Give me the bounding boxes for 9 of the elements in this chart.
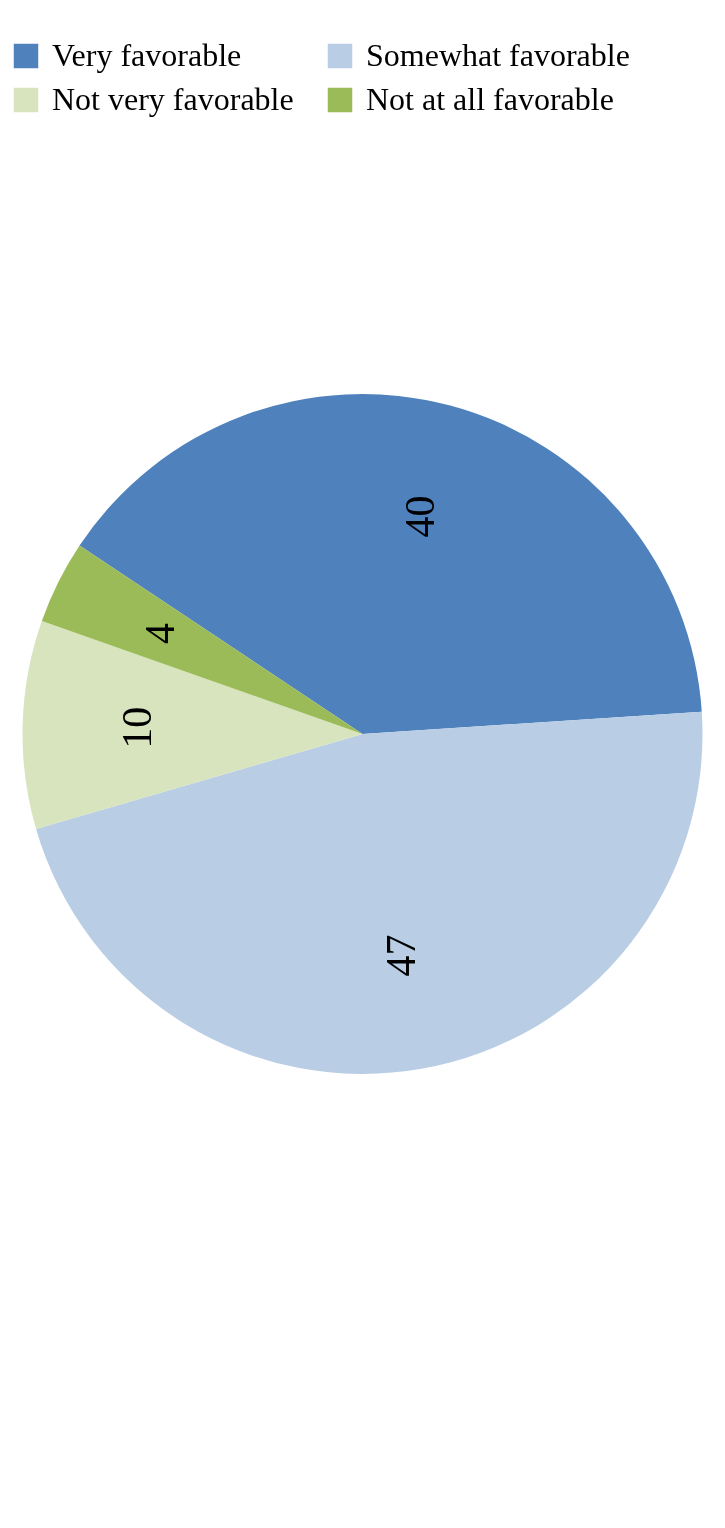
pie-slice [22,621,363,830]
data-label: 4 [137,622,184,644]
data-label: 47 [377,934,424,977]
legend-label: Not very favorable [52,81,294,117]
data-label: 40 [396,495,443,538]
legend-label: Not at all favorable [366,81,614,117]
legend-label: Very favorable [52,37,242,73]
legend-label: Somewhat favorable [366,37,630,73]
data-label: 10 [113,706,160,749]
